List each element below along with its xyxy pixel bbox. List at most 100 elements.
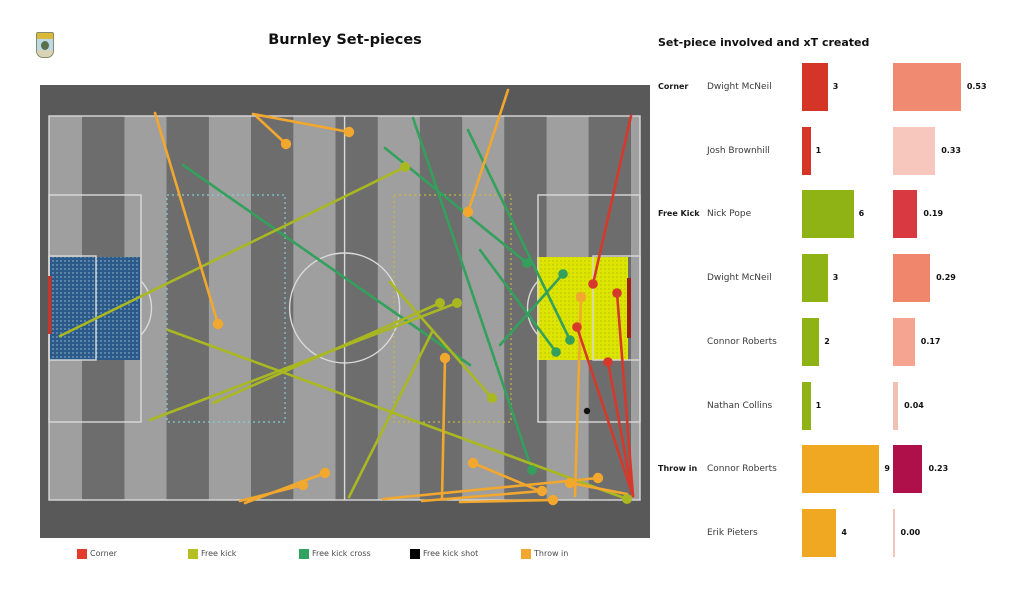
- player-name-label: Connor Roberts: [707, 464, 777, 475]
- throw-in-end-dot: [319, 467, 331, 479]
- throw-in-end-dot: [462, 206, 474, 218]
- xt-bar: [893, 445, 923, 494]
- count-bar: [802, 317, 820, 366]
- xt-value-label: 0.19: [923, 209, 944, 219]
- free-kick-line: [166, 328, 629, 501]
- burnley-club-crest-icon: [36, 32, 54, 58]
- pitch-stripe: [293, 116, 336, 500]
- free-kick-cross-line: [181, 163, 472, 367]
- crest-gold-band: [37, 33, 53, 39]
- xt-value-label: 0.00: [900, 527, 921, 537]
- player-name-label: Josh Brownhill: [707, 145, 770, 156]
- player-name-label: Nathan Collins: [707, 400, 773, 411]
- throw-in-end-dot: [343, 126, 355, 138]
- throw-in-end-dot: [536, 485, 548, 497]
- throw-in-end-dot: [439, 352, 451, 364]
- free-kick-end-dot: [400, 162, 410, 172]
- legend-swatch-free-kick: [188, 549, 198, 559]
- goal-area-right: [592, 255, 641, 361]
- legend-swatch-corner: [77, 549, 87, 559]
- legend-label: Throw in: [534, 549, 569, 558]
- pitch-stripe: [335, 116, 378, 500]
- throw-in-line: [243, 471, 327, 505]
- xt-bar: [893, 63, 961, 111]
- corner-end-dot: [572, 322, 582, 332]
- xt-value-label: 0.33: [941, 145, 961, 155]
- throw-in-line: [153, 111, 220, 326]
- throw-in-line: [381, 476, 600, 501]
- set-piece-category-label: Throw in: [658, 464, 698, 474]
- set-piece-lines: [58, 88, 635, 505]
- legend-swatch-throw-in: [521, 549, 531, 559]
- free-kick-cross-end-dot: [527, 465, 537, 475]
- throw-in-line: [440, 356, 447, 501]
- goal-mark-left: [48, 276, 52, 334]
- xt-bar: [893, 381, 899, 430]
- xt-bar: [893, 190, 918, 239]
- count-value-label: 6: [858, 209, 865, 219]
- count-value-label: 4: [841, 527, 847, 537]
- free-kick-end-dot: [487, 393, 497, 403]
- xt-bar: [893, 126, 936, 175]
- zone-left-box-blue: [50, 257, 140, 360]
- free-kick-cross-end-dot: [522, 258, 532, 268]
- count-bar: [802, 63, 828, 111]
- xt-value-label: 0.17: [920, 336, 941, 346]
- free-kick-line: [58, 165, 407, 338]
- count-bar: [802, 381, 811, 430]
- throw-in-end-dot: [212, 318, 224, 330]
- crest-emblem: [41, 41, 49, 50]
- free-kick-end-dot: [622, 494, 632, 504]
- free-kick-cross-end-dot: [551, 347, 561, 357]
- free-kick-cross-line: [478, 248, 558, 354]
- throw-in-end-dot: [575, 291, 587, 303]
- count-value-label: 9: [884, 464, 890, 474]
- free-kick-cross-line: [411, 116, 534, 472]
- player-name-label: Dwight McNeil: [707, 273, 772, 284]
- xt-value-label: 0.23: [928, 464, 949, 474]
- free-kick-line: [388, 280, 494, 400]
- throw-in-line: [466, 88, 510, 214]
- xt-bar: [893, 317, 915, 366]
- throw-in-end-dot: [592, 472, 604, 484]
- xt-bar: [893, 254, 931, 303]
- player-name-label: Dwight McNeil: [707, 82, 772, 92]
- throw-in-line: [251, 112, 351, 134]
- count-bar: [802, 508, 837, 557]
- xt-value-label: 0.53: [966, 82, 987, 91]
- player-name-label: Erik Pieters: [707, 527, 758, 538]
- count-bar: [802, 445, 880, 494]
- corner-line: [591, 114, 633, 286]
- count-value-label: 1: [815, 400, 822, 410]
- throw-in-line: [568, 481, 629, 496]
- player-name-label: Nick Pope: [707, 209, 752, 220]
- set-piece-end-dots: [212, 126, 632, 506]
- throw-in-end-dot: [297, 479, 309, 491]
- zone-dashed-left: [166, 194, 286, 423]
- centre-circle: [288, 252, 401, 364]
- player-name-label: Connor Roberts: [707, 336, 777, 347]
- free-kick-cross-end-dot: [565, 335, 575, 345]
- zone-dashed-right: [393, 194, 512, 423]
- set-piece-category-label: Free Kick: [658, 209, 700, 219]
- free-kick-cross-line: [466, 128, 572, 342]
- count-value-label: 3: [832, 273, 839, 283]
- penalty-arc-left: [140, 280, 153, 336]
- count-bar: [802, 190, 854, 239]
- free-kick-end-dot: [435, 298, 445, 308]
- penalty-arc-right: [526, 280, 539, 336]
- free-kick-cross-end-dot: [558, 269, 568, 279]
- legend-swatch-free-kick-cross: [299, 549, 309, 559]
- xt-bar: [893, 508, 895, 557]
- count-bar: [802, 126, 811, 175]
- goal-mark-right: [627, 278, 631, 338]
- count-value-label: 2: [824, 336, 830, 346]
- free-kick-shot-dot: [583, 407, 591, 415]
- legend-label: Corner: [90, 549, 117, 558]
- xt-value-label: 0.04: [904, 400, 924, 410]
- throw-in-line: [471, 461, 542, 493]
- pitch-stripe: [630, 116, 640, 500]
- xt-value-label: 0.29: [936, 273, 956, 283]
- throw-in-line: [458, 498, 555, 504]
